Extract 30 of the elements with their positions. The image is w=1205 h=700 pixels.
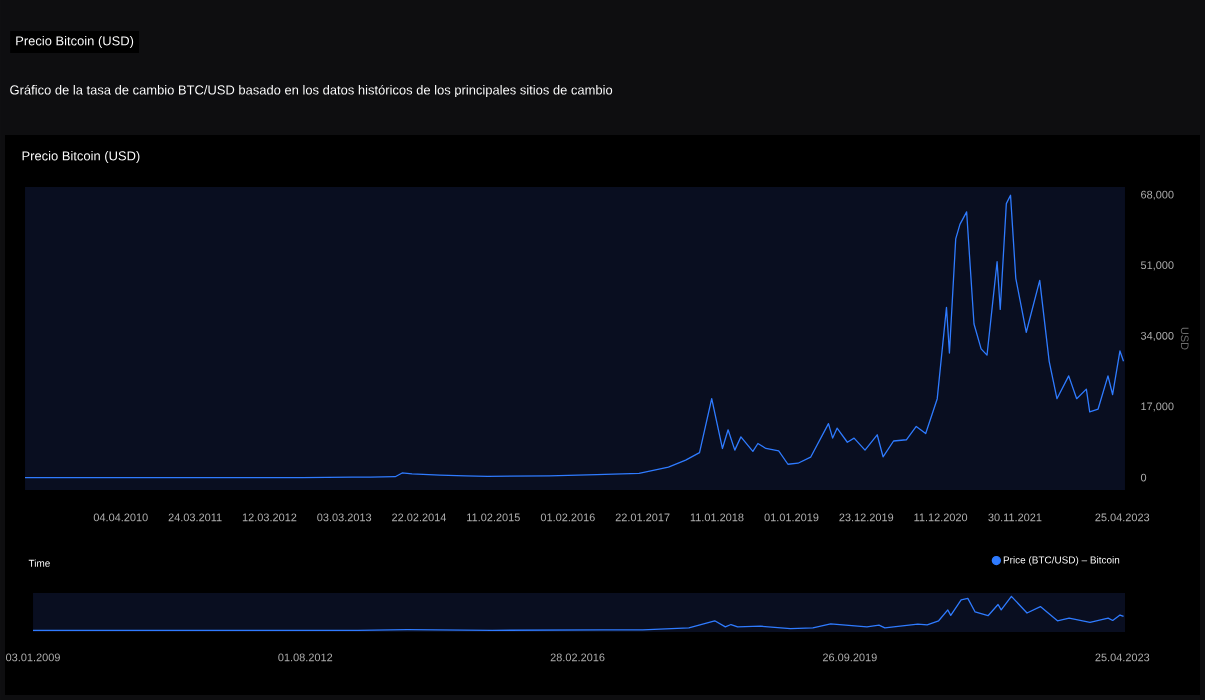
x-axis-title: Time xyxy=(28,559,50,567)
x-tick-label: 25.04.2023 xyxy=(1095,653,1150,662)
x-tick-label: 24.03.2011 xyxy=(168,513,222,522)
y-tick-label: 68,000 xyxy=(1141,190,1174,200)
x-tick-label: 22.02.2014 xyxy=(392,513,447,522)
y-tick-label: 17,000 xyxy=(1141,402,1174,412)
x-tick-label: 04.04.2010 xyxy=(93,513,148,522)
y-tick-label: 51,000 xyxy=(1140,261,1174,271)
x-tick-label: 22.01.2017 xyxy=(615,513,670,522)
chart-title: Precio Bitcoin (USD) xyxy=(16,35,134,49)
x-tick-label: 25.04.2023 xyxy=(1095,513,1150,522)
x-tick-label: 28.02.2016 xyxy=(550,653,605,662)
x-tick-label: 26.09.2019 xyxy=(822,653,877,662)
y-tick-label: 0 xyxy=(1140,473,1147,482)
chart-subtitle: Gráfico de la tasa de cambio BTC/USD basado en los datos históricos de los principales sitios de cambio xyxy=(10,84,613,98)
x-tick-label: 12.03.2012 xyxy=(242,513,297,522)
x-tick-label: 03.01.2009 xyxy=(6,653,60,662)
x-tick-label: 11.02.2015 xyxy=(467,513,520,522)
x-tick-label: 11.12.2020 xyxy=(914,513,968,522)
y-tick-label: 34,000 xyxy=(1140,331,1174,341)
x-tick-label: 03.03.2013 xyxy=(317,513,372,522)
x-tick-label: 30.11.2021 xyxy=(988,513,1042,522)
legend-label: Price (BTC/USD) – Bitcoin xyxy=(1003,556,1120,566)
x-tick-label: 01.01.2019 xyxy=(764,513,819,522)
x-tick-label: 23.12.2019 xyxy=(839,513,894,522)
x-tick-label: 11.01.2018 xyxy=(690,513,744,522)
x-tick-label: 01.02.2016 xyxy=(540,513,595,522)
x-tick-label: 01.08.2012 xyxy=(278,653,333,662)
y-axis-title: USD xyxy=(1180,327,1189,350)
text: Precio Bitcoin (USD) xyxy=(22,150,140,164)
